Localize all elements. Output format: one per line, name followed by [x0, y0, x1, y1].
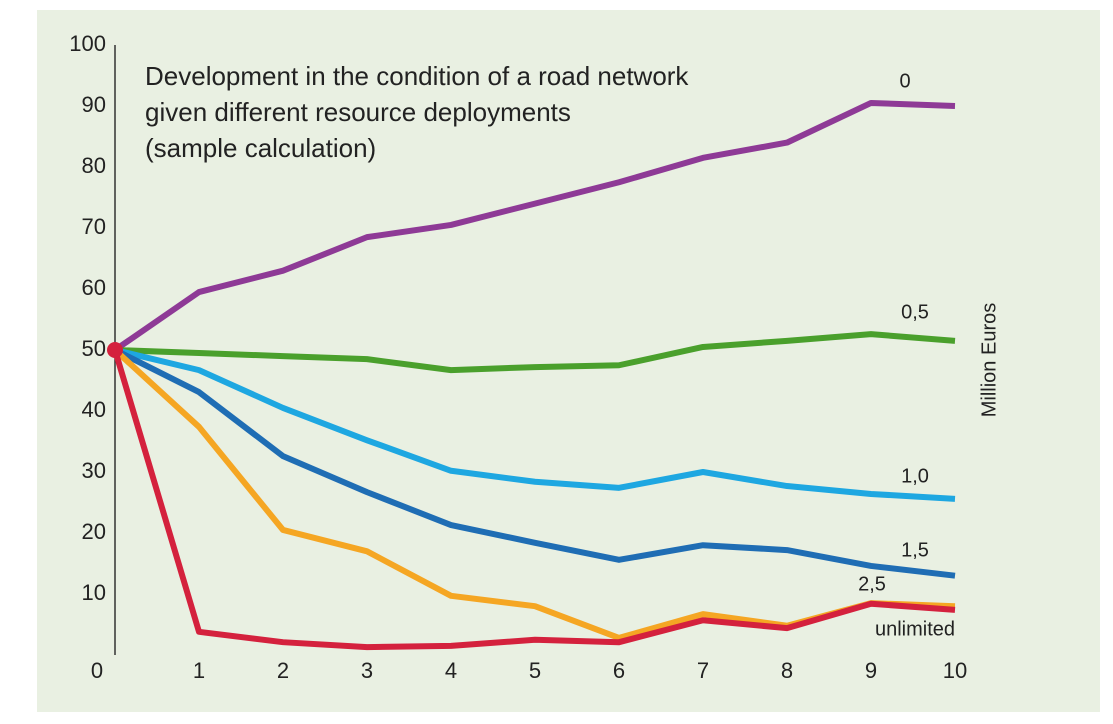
x-tick-label: 8: [781, 658, 793, 683]
y-tick-label: 50: [82, 336, 106, 361]
chart-title: given different resource deployments: [145, 97, 571, 127]
x-tick-label: 0: [91, 658, 103, 683]
y-tick-label: 60: [82, 275, 106, 300]
series-label: 2,5: [858, 573, 886, 595]
series-line: [112, 349, 956, 651]
series-line: [113, 347, 956, 579]
y-tick-label: 70: [82, 214, 106, 239]
series-label: unlimited: [875, 618, 955, 640]
x-tick-label: 3: [361, 658, 373, 683]
y-tick-label: 10: [82, 580, 106, 605]
chart-title: Development in the condition of a road n…: [145, 61, 689, 91]
x-tick-label: 2: [277, 658, 289, 683]
x-tick-label: 7: [697, 658, 709, 683]
y-axis-label: Million Euros: [978, 303, 1000, 417]
series-label: 0: [899, 70, 910, 92]
chart-title: (sample calculation): [145, 133, 376, 163]
series-label: 1,5: [901, 539, 929, 561]
start-point: [107, 342, 123, 358]
x-tick-label: 5: [529, 658, 541, 683]
y-tick-label: 100: [69, 31, 106, 56]
x-tick-label: 6: [613, 658, 625, 683]
panel: [37, 10, 1100, 712]
x-tick-label: 9: [865, 658, 877, 683]
series-line: [113, 99, 956, 353]
series-label: 1,0: [901, 465, 929, 487]
y-tick-label: 40: [82, 397, 106, 422]
x-tick-label: 4: [445, 658, 457, 683]
y-tick-label: 90: [82, 92, 106, 117]
y-tick-label: 80: [82, 153, 106, 178]
x-tick-label: 1: [193, 658, 205, 683]
y-tick-label: 20: [82, 519, 106, 544]
series-label: 0,5: [901, 301, 929, 323]
y-tick-label: 30: [82, 458, 106, 483]
series-line: [114, 347, 956, 502]
series-line: [114, 331, 956, 374]
x-tick-label: 10: [943, 658, 967, 683]
